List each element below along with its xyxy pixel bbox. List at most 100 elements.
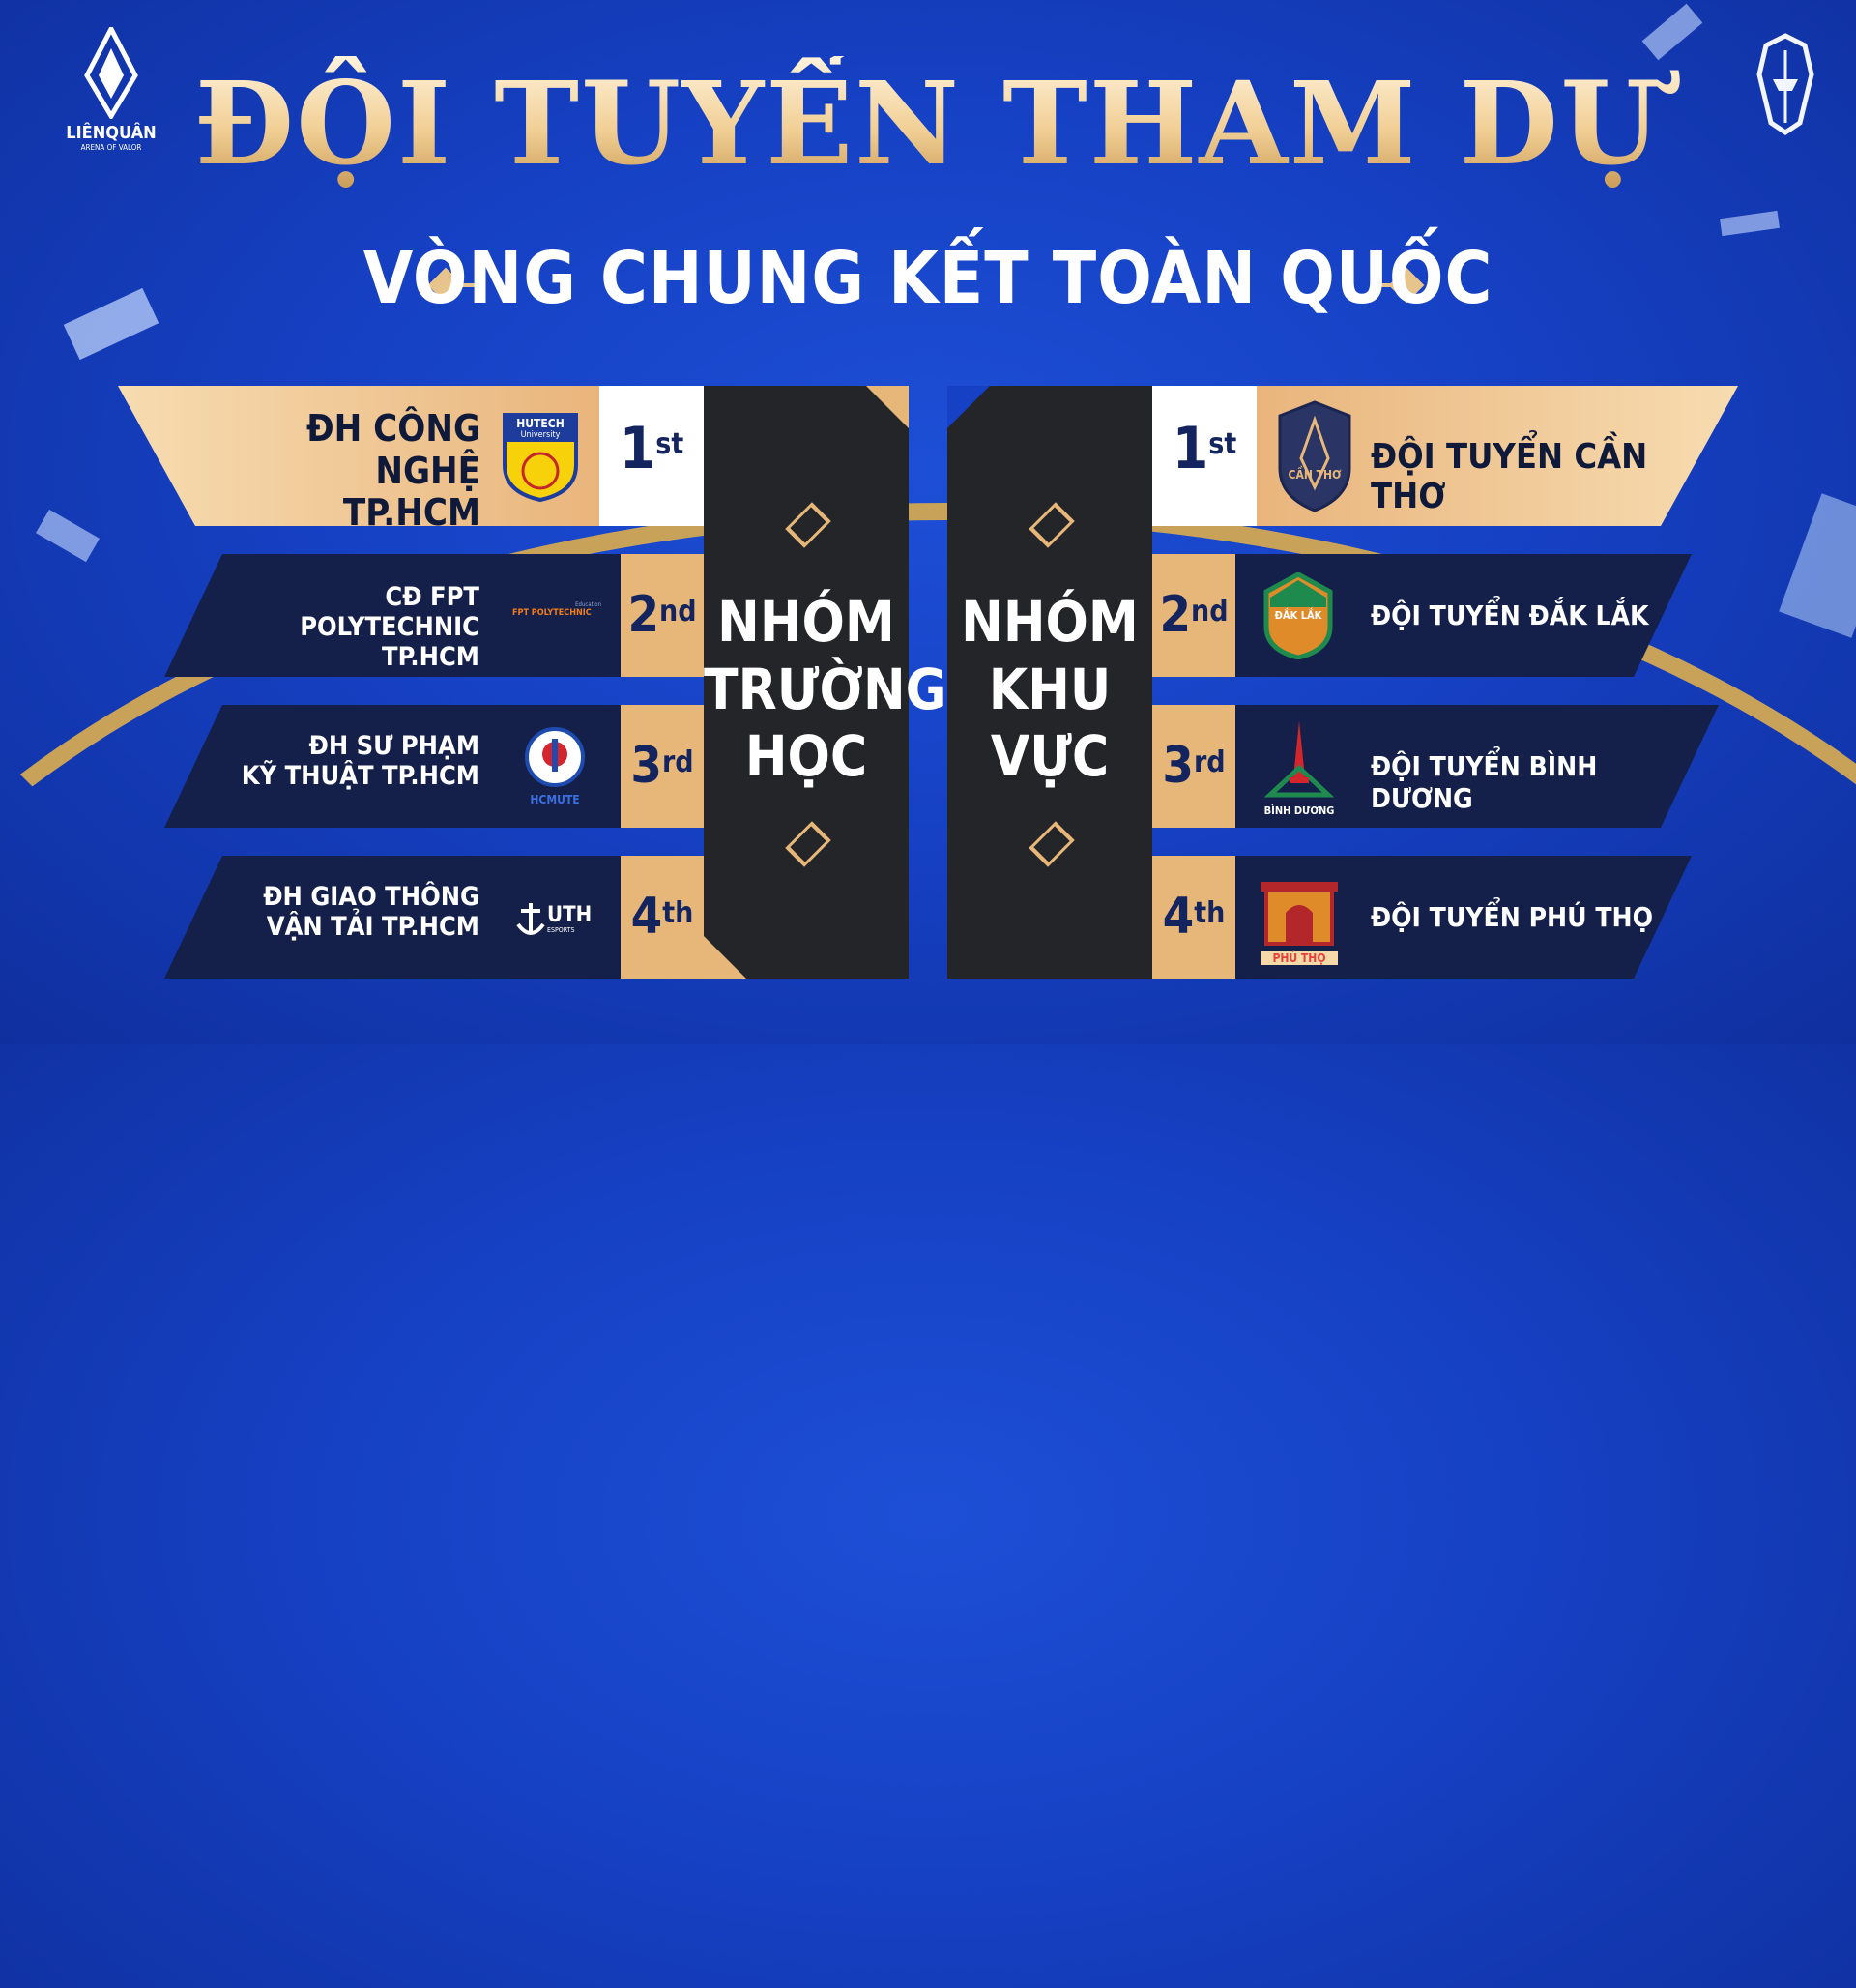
lienquan-logo-text: LIÊNQUÂN	[58, 123, 164, 143]
phutho-logo-text: PHÚ THỌ	[1261, 951, 1338, 965]
page-title: ĐỘI TUYỂN THAM DỰ	[0, 56, 1856, 190]
uth-logo-subtext: ESPORTS	[547, 926, 575, 934]
team-name-line: POLYTECHNIC TP.HCM	[300, 612, 479, 673]
school-team-name-3: ĐH SƯ PHẠM KỸ THUẬT TP.HCM	[232, 731, 479, 791]
daklak-logo: ĐẮK LẮK	[1262, 571, 1334, 660]
team-name-line: TP.HCM	[342, 491, 480, 535]
diamond-icon	[1029, 821, 1075, 867]
rank-number: 3	[630, 737, 662, 795]
rank-number: 4	[1162, 888, 1195, 946]
team-name-line: ĐH GIAO THÔNG	[263, 882, 479, 912]
fpt-logo-text: FPT POLYTECHNIC	[512, 608, 592, 618]
anchor-icon	[516, 903, 545, 935]
rank-suffix: rd	[1193, 746, 1226, 779]
crystal-shard	[1720, 210, 1780, 237]
crystal-shard	[1779, 493, 1856, 638]
rank-suffix: nd	[1191, 595, 1229, 629]
panel-corner	[866, 386, 909, 428]
fpt-logo-subtext: Education	[575, 601, 601, 608]
team-name-line: VẬN TẢI TP.HCM	[266, 912, 479, 943]
region-rank-2: 2nd	[1152, 554, 1235, 677]
region-team-name-3: ĐỘI TUYỂN BÌNH DƯƠNG	[1371, 750, 1598, 814]
rank-number: 2	[627, 586, 659, 644]
school-team-name-1: ĐH CÔNG NGHỆ TP.HCM	[237, 407, 480, 535]
panel-corner	[947, 386, 990, 428]
region-group-label: NHÓM KHU VỰC	[947, 589, 1152, 791]
region-rank-4: 4th	[1152, 856, 1235, 979]
panel-corner	[704, 936, 746, 979]
school-team-row-4	[164, 856, 621, 979]
cantho-logo: CẦN THƠ	[1276, 400, 1353, 512]
rank-suffix: nd	[659, 595, 697, 629]
subtitle-line-left	[456, 283, 485, 287]
daklak-logo-text: ĐẮK LẮK	[1274, 609, 1322, 622]
school-group-label: NHÓM TRƯỜNG HỌC	[704, 589, 947, 791]
region-team-row-3	[1235, 705, 1719, 828]
region-team-name-1: ĐỘI TUYỂN CẦN THƠ	[1371, 437, 1648, 516]
lienquan-logo: LIÊNQUÂN ARENA OF VALOR	[58, 23, 164, 153]
rank-suffix: st	[655, 427, 684, 461]
group-label-line: KHU	[988, 656, 1112, 722]
hutech-logo-subtext: University	[520, 430, 561, 440]
daklak-shield-icon	[1263, 571, 1333, 660]
region-group-panel: NHÓM KHU VỰC	[947, 386, 1152, 979]
region-team-name-2: ĐỘI TUYỂN ĐẮK LẮK	[1371, 599, 1649, 631]
group-label-line: TRƯỜNG	[704, 656, 947, 722]
rank-suffix: th	[1194, 896, 1226, 930]
rank-number: 1	[1172, 415, 1209, 482]
hutech-logo-text: HUTECH	[516, 417, 565, 430]
rank-suffix: st	[1208, 427, 1237, 461]
school-team-row-2	[164, 554, 621, 677]
phutho-logo: PHÚ THỌ	[1261, 874, 1338, 967]
rank-number: 3	[1162, 737, 1194, 795]
region-rank-3: 3rd	[1152, 705, 1235, 828]
fpt-logo: Education FPT POLYTECHNIC	[512, 601, 601, 630]
crystal-shard	[1641, 3, 1703, 61]
knight-helmet-icon	[1756, 33, 1814, 136]
diamond-icon	[785, 502, 831, 548]
hutech-logo: HUTECH University	[501, 411, 580, 502]
binhduong-logo: BÌNH DƯƠNG	[1261, 719, 1338, 817]
group-label-line: NHÓM	[961, 589, 1139, 655]
region-team-name-4: ĐỘI TUYỂN PHÚ THỌ	[1371, 901, 1654, 933]
team-name-line: ĐH CÔNG NGHỆ	[306, 407, 480, 492]
team-name-line: ĐH SƯ PHẠM	[308, 731, 479, 761]
cantho-shield-icon	[1278, 400, 1351, 512]
rank-number: 2	[1159, 586, 1191, 644]
lienquan-logo-icon	[84, 23, 138, 121]
region-rank-1: 1st	[1152, 386, 1257, 526]
rank-suffix: rd	[661, 746, 694, 779]
subtitle-line-right	[1371, 283, 1400, 287]
hcmute-emblem-icon	[525, 727, 585, 787]
group-label-line: NHÓM	[717, 589, 895, 655]
school-rank-3: 3rd	[621, 705, 704, 828]
school-team-name-4: ĐH GIAO THÔNG VẬN TẢI TP.HCM	[232, 882, 479, 942]
phutho-gate-icon	[1261, 882, 1338, 946]
school-team-name-2: CĐ FPT POLYTECHNIC TP.HCM	[232, 582, 479, 672]
school-rank-4: 4th	[621, 856, 704, 979]
lienquan-logo-subtext: ARENA OF VALOR	[58, 143, 164, 152]
school-rank-1: 1st	[599, 386, 704, 526]
hcmute-logo: HCMUTE	[520, 725, 590, 808]
hutech-shield-icon	[503, 413, 578, 502]
uth-logo: UTH ESPORTS	[514, 899, 603, 940]
page-subtitle: VÒNG CHUNG KẾT TOÀN QUỐC	[362, 237, 1494, 320]
team-name-line: KỸ THUẬT TP.HCM	[241, 761, 479, 792]
rank-number: 1	[619, 415, 656, 482]
binhduong-tower-icon	[1263, 721, 1335, 798]
diamond-icon	[1029, 502, 1075, 548]
rank-suffix: th	[662, 896, 694, 930]
binhduong-logo-text: BÌNH DƯƠNG	[1263, 804, 1335, 817]
knight-helmet-logo	[1752, 31, 1819, 137]
school-rank-2: 2nd	[621, 554, 704, 677]
crystal-shard	[36, 509, 100, 563]
hcmute-logo-text: HCMUTE	[530, 793, 580, 806]
rank-number: 4	[630, 888, 663, 946]
group-label-line: HỌC	[744, 723, 868, 790]
diamond-icon	[785, 821, 831, 867]
uth-logo-text: UTH	[547, 903, 593, 927]
school-group-panel: NHÓM TRƯỜNG HỌC	[704, 386, 947, 979]
group-label-line: VỰC	[990, 723, 1110, 790]
team-name-line: CĐ FPT	[385, 582, 479, 612]
cantho-logo-text: CẦN THƠ	[1288, 468, 1342, 482]
